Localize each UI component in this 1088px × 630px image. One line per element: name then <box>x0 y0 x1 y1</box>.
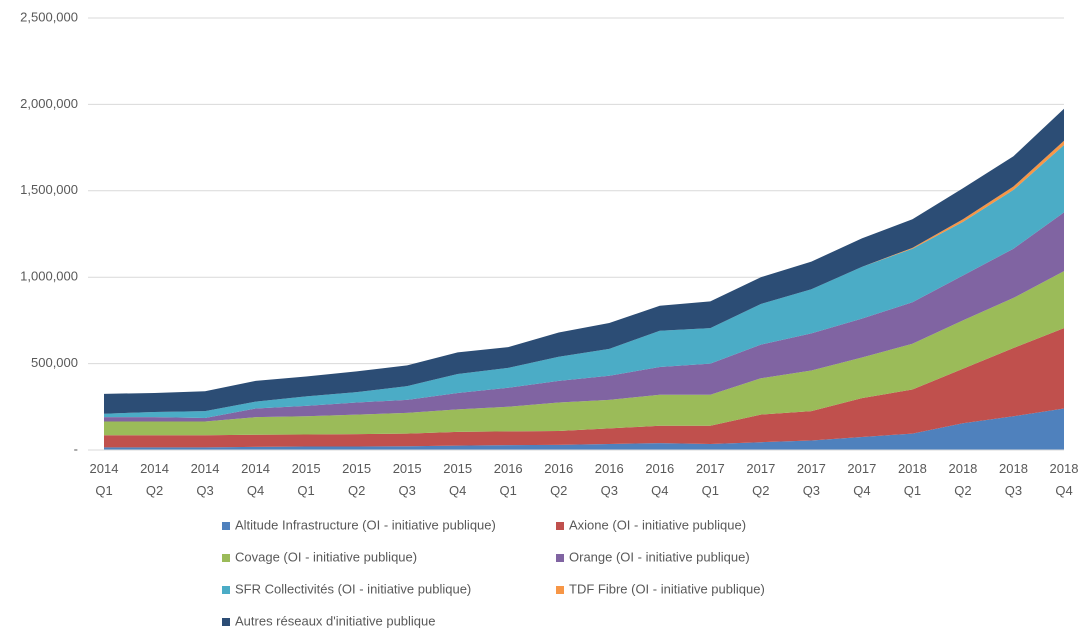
x-tick-part: 2016 <box>645 461 674 476</box>
x-tick-label: 2015 Q4 <box>443 461 472 498</box>
x-tick-part: 2014 <box>191 461 220 476</box>
x-tick-part: 2016 <box>595 461 624 476</box>
x-tick-part: Q2 <box>550 483 567 498</box>
x-tick-label: 2017 Q4 <box>847 461 876 498</box>
legend-swatch <box>556 554 564 562</box>
y-tick-label: 500,000 <box>31 355 78 370</box>
x-tick-part: Q3 <box>196 483 213 498</box>
x-tick-part: 2016 <box>544 461 573 476</box>
x-tick-label: 2018 Q2 <box>948 461 977 498</box>
area <box>104 328 1064 448</box>
x-tick-part: 2018 <box>1050 461 1079 476</box>
x-tick-label: 2014 Q4 <box>241 461 270 498</box>
area <box>104 212 1064 422</box>
x-tick-part: 2014 <box>90 461 119 476</box>
x-tick-label: 2015 Q1 <box>292 461 321 498</box>
x-tick-label: 2018 Q1 <box>898 461 927 498</box>
legend-swatch <box>222 554 230 562</box>
x-tick-label: 2014 Q1 <box>90 461 119 498</box>
x-tick-part: Q3 <box>1005 483 1022 498</box>
y-tick-label: 2,000,000 <box>20 96 78 111</box>
legend-label: SFR Collectivités (OI - initiative publi… <box>235 581 471 596</box>
y-tick-label: - <box>74 441 78 456</box>
legend-swatch <box>222 586 230 594</box>
legend-label: Axione (OI - initiative publique) <box>569 517 746 532</box>
legend-label: Autres réseaux d'initiative publique <box>235 613 436 628</box>
x-tick-part: 2014 <box>140 461 169 476</box>
x-tick-part: Q2 <box>348 483 365 498</box>
legend-swatch <box>222 618 230 626</box>
area <box>104 145 1064 419</box>
x-tick-label: 2016 Q4 <box>645 461 674 498</box>
x-tick-part: Q2 <box>146 483 163 498</box>
x-tick-part: Q3 <box>601 483 618 498</box>
area <box>104 408 1064 450</box>
x-tick-part: Q1 <box>702 483 719 498</box>
x-tick-label: 2015 Q2 <box>342 461 371 498</box>
x-tick-label: 2017 Q2 <box>746 461 775 498</box>
x-tick-part: 2017 <box>746 461 775 476</box>
x-tick-part: 2015 <box>443 461 472 476</box>
legend-label: Orange (OI - initiative publique) <box>569 549 750 564</box>
x-tick-part: Q3 <box>398 483 415 498</box>
x-tick-label: 2014 Q2 <box>140 461 169 498</box>
legend-label: TDF Fibre (OI - initiative publique) <box>569 581 765 596</box>
x-tick-part: Q2 <box>752 483 769 498</box>
x-tick-part: Q4 <box>247 483 264 498</box>
x-tick-part: 2017 <box>696 461 725 476</box>
x-tick-part: 2017 <box>847 461 876 476</box>
x-tick-part: 2015 <box>393 461 422 476</box>
x-tick-label: 2016 Q3 <box>595 461 624 498</box>
x-tick-label: 2018 Q4 <box>1050 461 1079 498</box>
x-tick-part: Q4 <box>853 483 870 498</box>
x-tick-part: 2018 <box>999 461 1028 476</box>
x-tick-part: Q1 <box>904 483 921 498</box>
x-tick-part: Q4 <box>449 483 466 498</box>
x-tick-part: 2018 <box>898 461 927 476</box>
x-tick-part: 2014 <box>241 461 270 476</box>
legend-swatch <box>556 586 564 594</box>
x-tick-label: 2017 Q1 <box>696 461 725 498</box>
x-tick-label: 2016 Q2 <box>544 461 573 498</box>
legend-swatch <box>556 522 564 530</box>
x-tick-part: 2015 <box>292 461 321 476</box>
x-tick-part: 2017 <box>797 461 826 476</box>
x-tick-part: 2016 <box>494 461 523 476</box>
x-tick-part: Q3 <box>803 483 820 498</box>
legend-swatch <box>222 522 230 530</box>
y-tick-label: 2,500,000 <box>20 9 78 24</box>
x-tick-part: Q2 <box>954 483 971 498</box>
area <box>104 108 1064 414</box>
x-tick-label: 2016 Q1 <box>494 461 523 498</box>
area <box>104 271 1064 436</box>
x-tick-part: Q4 <box>1055 483 1072 498</box>
legend-label: Covage (OI - initiative publique) <box>235 549 417 564</box>
x-tick-part: Q1 <box>297 483 314 498</box>
x-tick-part: Q1 <box>95 483 112 498</box>
y-tick-label: 1,500,000 <box>20 182 78 197</box>
x-tick-label: 2018 Q3 <box>999 461 1028 498</box>
x-tick-part: Q1 <box>500 483 517 498</box>
x-tick-part: Q4 <box>651 483 668 498</box>
x-tick-label: 2017 Q3 <box>797 461 826 498</box>
x-tick-part: 2018 <box>948 461 977 476</box>
legend-label: Altitude Infrastructure (OI - initiative… <box>235 517 496 532</box>
x-tick-label: 2014 Q3 <box>191 461 220 498</box>
x-tick-part: 2015 <box>342 461 371 476</box>
y-tick-label: 1,000,000 <box>20 269 78 284</box>
x-tick-label: 2015 Q3 <box>393 461 422 498</box>
